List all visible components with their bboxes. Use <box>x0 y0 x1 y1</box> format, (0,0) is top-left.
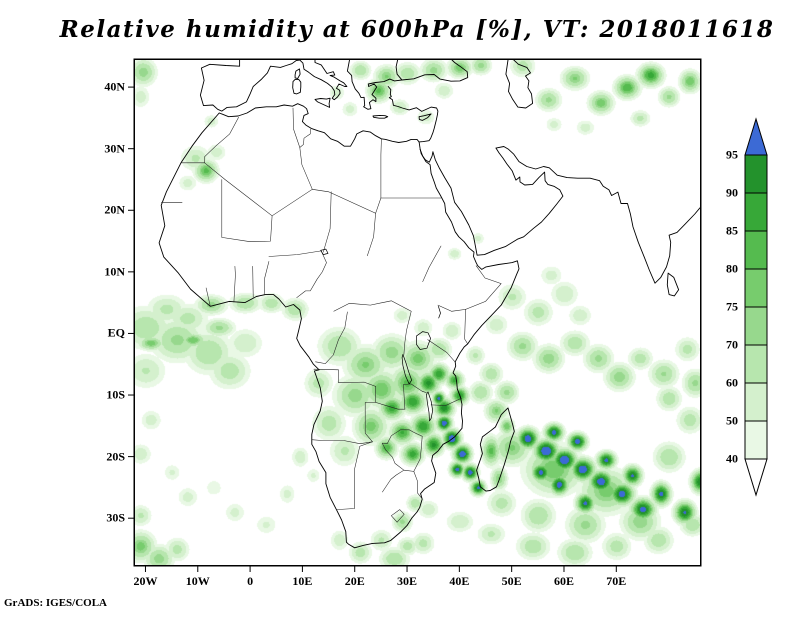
colorbar-tick-label: 70 <box>726 337 738 352</box>
coastline <box>292 78 302 95</box>
coastline <box>346 60 469 110</box>
coastline <box>299 60 348 101</box>
x-tick-label: 20W <box>133 574 158 588</box>
plot-title: Relative humidity at 600hPa [%], VT: 201… <box>59 16 775 43</box>
x-tick-label: 40E <box>449 574 470 588</box>
country-border <box>381 442 405 471</box>
colorbar-tick-label: 60 <box>726 375 738 390</box>
lake-outline <box>416 331 431 350</box>
colorbar-tick-label: 50 <box>726 413 738 428</box>
coastline <box>505 60 534 109</box>
country-border <box>464 309 468 345</box>
country-border <box>382 469 423 500</box>
coastline <box>314 97 331 108</box>
country-border <box>312 189 382 214</box>
colorbar-segment <box>744 268 768 308</box>
country-border <box>323 191 332 253</box>
x-tick-label: 30E <box>397 574 418 588</box>
country-border <box>403 311 412 355</box>
country-border <box>263 261 270 295</box>
colorbar-tick-label: 80 <box>726 261 738 276</box>
coastline <box>418 113 432 121</box>
country-border <box>311 439 373 444</box>
x-tick-label: 10E <box>292 574 313 588</box>
x-tick-label: 0 <box>247 574 254 588</box>
country-border <box>367 213 376 257</box>
colorbar-tick-label: 75 <box>726 299 738 314</box>
country-border <box>315 311 348 364</box>
lake-outline <box>438 305 441 319</box>
coastline <box>432 147 564 256</box>
country-border <box>296 250 327 298</box>
country-border <box>364 402 376 443</box>
colorbar-segment <box>744 382 768 422</box>
x-tick-label: 60E <box>553 574 574 588</box>
x-tick-label: 20E <box>344 574 365 588</box>
colorbar-tick-label: 90 <box>726 185 738 200</box>
y-tick-label: 30N <box>104 141 125 156</box>
country-border <box>233 266 236 303</box>
x-tick-label: 50E <box>501 574 522 588</box>
x-tick-label: 70E <box>606 574 627 588</box>
colorbar-tick-label: 95 <box>726 147 738 162</box>
colorbar-tick-label: 85 <box>726 223 738 238</box>
country-border <box>465 265 502 310</box>
country-border <box>437 304 466 312</box>
coastline <box>372 114 389 119</box>
y-tick-label: EQ <box>107 325 125 340</box>
country-border <box>299 147 313 190</box>
y-tick-label: 20S <box>106 449 125 464</box>
colorbar-segment <box>744 420 768 460</box>
country-border <box>422 245 442 282</box>
country-border <box>292 107 301 148</box>
coastline <box>395 60 402 80</box>
y-tick-label: 10S <box>106 387 125 402</box>
y-tick-label: 20N <box>104 202 125 217</box>
colorbar-tick-label: 40 <box>726 451 738 466</box>
country-border <box>403 383 427 393</box>
country-border <box>333 300 412 312</box>
country-border <box>313 368 376 387</box>
country-border <box>413 436 423 472</box>
lake-outline <box>320 248 329 255</box>
lake-outline <box>401 354 413 385</box>
colorbar-segment <box>744 344 768 384</box>
y-tick-label: 40N <box>104 79 125 94</box>
coastline <box>666 272 680 297</box>
country-border <box>221 215 273 242</box>
y-tick-label: 30S <box>106 510 125 525</box>
country-border <box>268 250 322 257</box>
colorbar-under-arrow <box>744 458 768 497</box>
x-tick-label: 10W <box>185 574 210 588</box>
country-border <box>391 509 405 523</box>
coastlines-borders-layer <box>158 60 700 549</box>
country-border <box>430 397 462 406</box>
colorbar-over-arrow <box>744 117 768 156</box>
lake-outline <box>426 391 434 422</box>
country-border <box>336 441 373 510</box>
country-border <box>427 339 456 363</box>
colorbar-segment <box>744 306 768 346</box>
country-border <box>380 138 382 199</box>
coastline <box>476 407 515 492</box>
colorbar-segment <box>744 192 768 232</box>
country-border <box>381 429 423 444</box>
country-border <box>299 128 312 148</box>
y-tick-label: 10N <box>104 264 125 279</box>
country-border <box>204 162 313 217</box>
coastline <box>495 146 700 284</box>
colorbar-segment <box>744 230 768 270</box>
attribution-stamp: GrADS: IGES/COLA <box>4 597 107 609</box>
country-border <box>375 384 406 410</box>
country-border <box>252 266 254 298</box>
colorbar-segment <box>744 154 768 194</box>
coastline <box>199 60 301 112</box>
coastline <box>294 68 301 79</box>
